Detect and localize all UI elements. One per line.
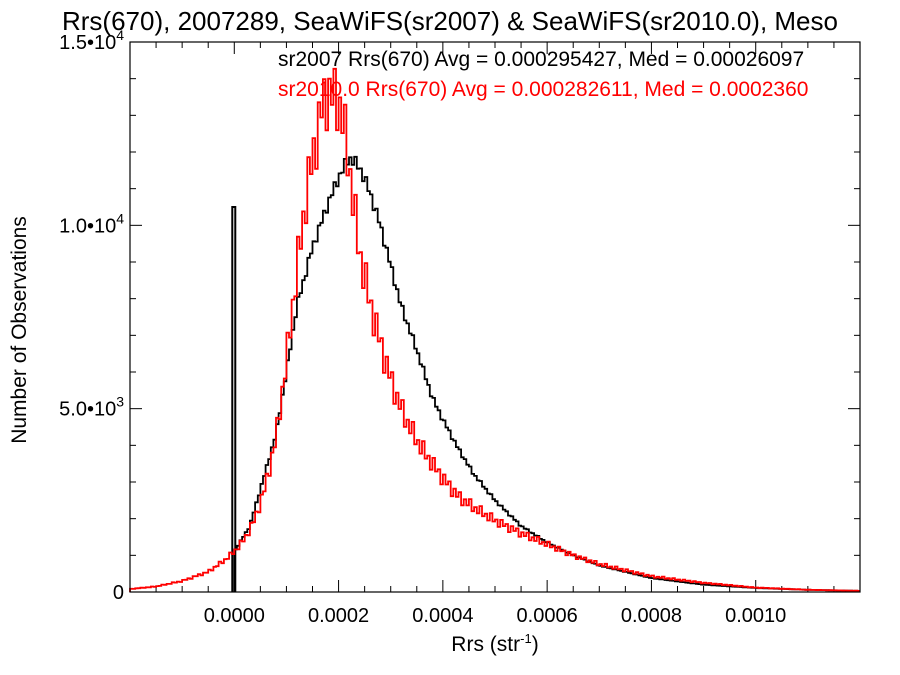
legend-entry-sr2010: sr2010.0 Rrs(670) Avg = 0.000282611, Med… xyxy=(278,78,808,101)
x-axis-ticks: 0.0000 0.0002 0.0004 0.0006 0.0008 0.0010 xyxy=(155,42,835,627)
y-tick-exponent: 3 xyxy=(116,394,124,410)
x-axis-label-close: ) xyxy=(532,633,539,656)
x-tick-label: 0.0006 xyxy=(517,605,578,627)
series-layer xyxy=(129,67,860,592)
y-tick-mantissa: 1.5•10 xyxy=(59,32,116,54)
x-axis-label: Rrs (str-1) xyxy=(451,631,538,656)
x-axis-label-text: Rrs (str xyxy=(451,633,520,656)
x-tick-label: 0.0004 xyxy=(412,605,473,627)
series-line-1 xyxy=(129,67,860,592)
y-tick-exponent: 4 xyxy=(116,210,124,226)
series-line-0 xyxy=(233,155,860,592)
y-tick-label: 1.5•104 xyxy=(59,27,124,54)
x-tick-label: 0.0002 xyxy=(308,605,369,627)
legend-entry-sr2007: sr2007 Rrs(670) Avg = 0.000295427, Med =… xyxy=(278,48,804,71)
chart-title: Rrs(670), 2007289, SeaWiFS(sr2007) & Sea… xyxy=(62,6,838,36)
y-tick-label: 0 xyxy=(113,582,124,604)
y-axis-label: Number of Observations xyxy=(8,216,31,444)
x-tick-label: 0.0010 xyxy=(725,605,786,627)
y-tick-mantissa: 5.0•10 xyxy=(59,399,116,421)
y-tick-mantissa: 1.0•10 xyxy=(59,215,116,237)
y-tick-mantissa: 0 xyxy=(113,582,124,604)
x-tick-label: 0.0000 xyxy=(204,605,265,627)
x-axis-label-superscript: -1 xyxy=(520,631,532,646)
x-tick-label: 0.0008 xyxy=(621,605,682,627)
series-spike-0 xyxy=(231,206,237,592)
plot-frame xyxy=(129,41,861,593)
y-tick-label: 1.0•104 xyxy=(59,210,124,237)
y-tick-label: 5.0•103 xyxy=(59,394,124,421)
y-tick-exponent: 4 xyxy=(116,27,124,43)
